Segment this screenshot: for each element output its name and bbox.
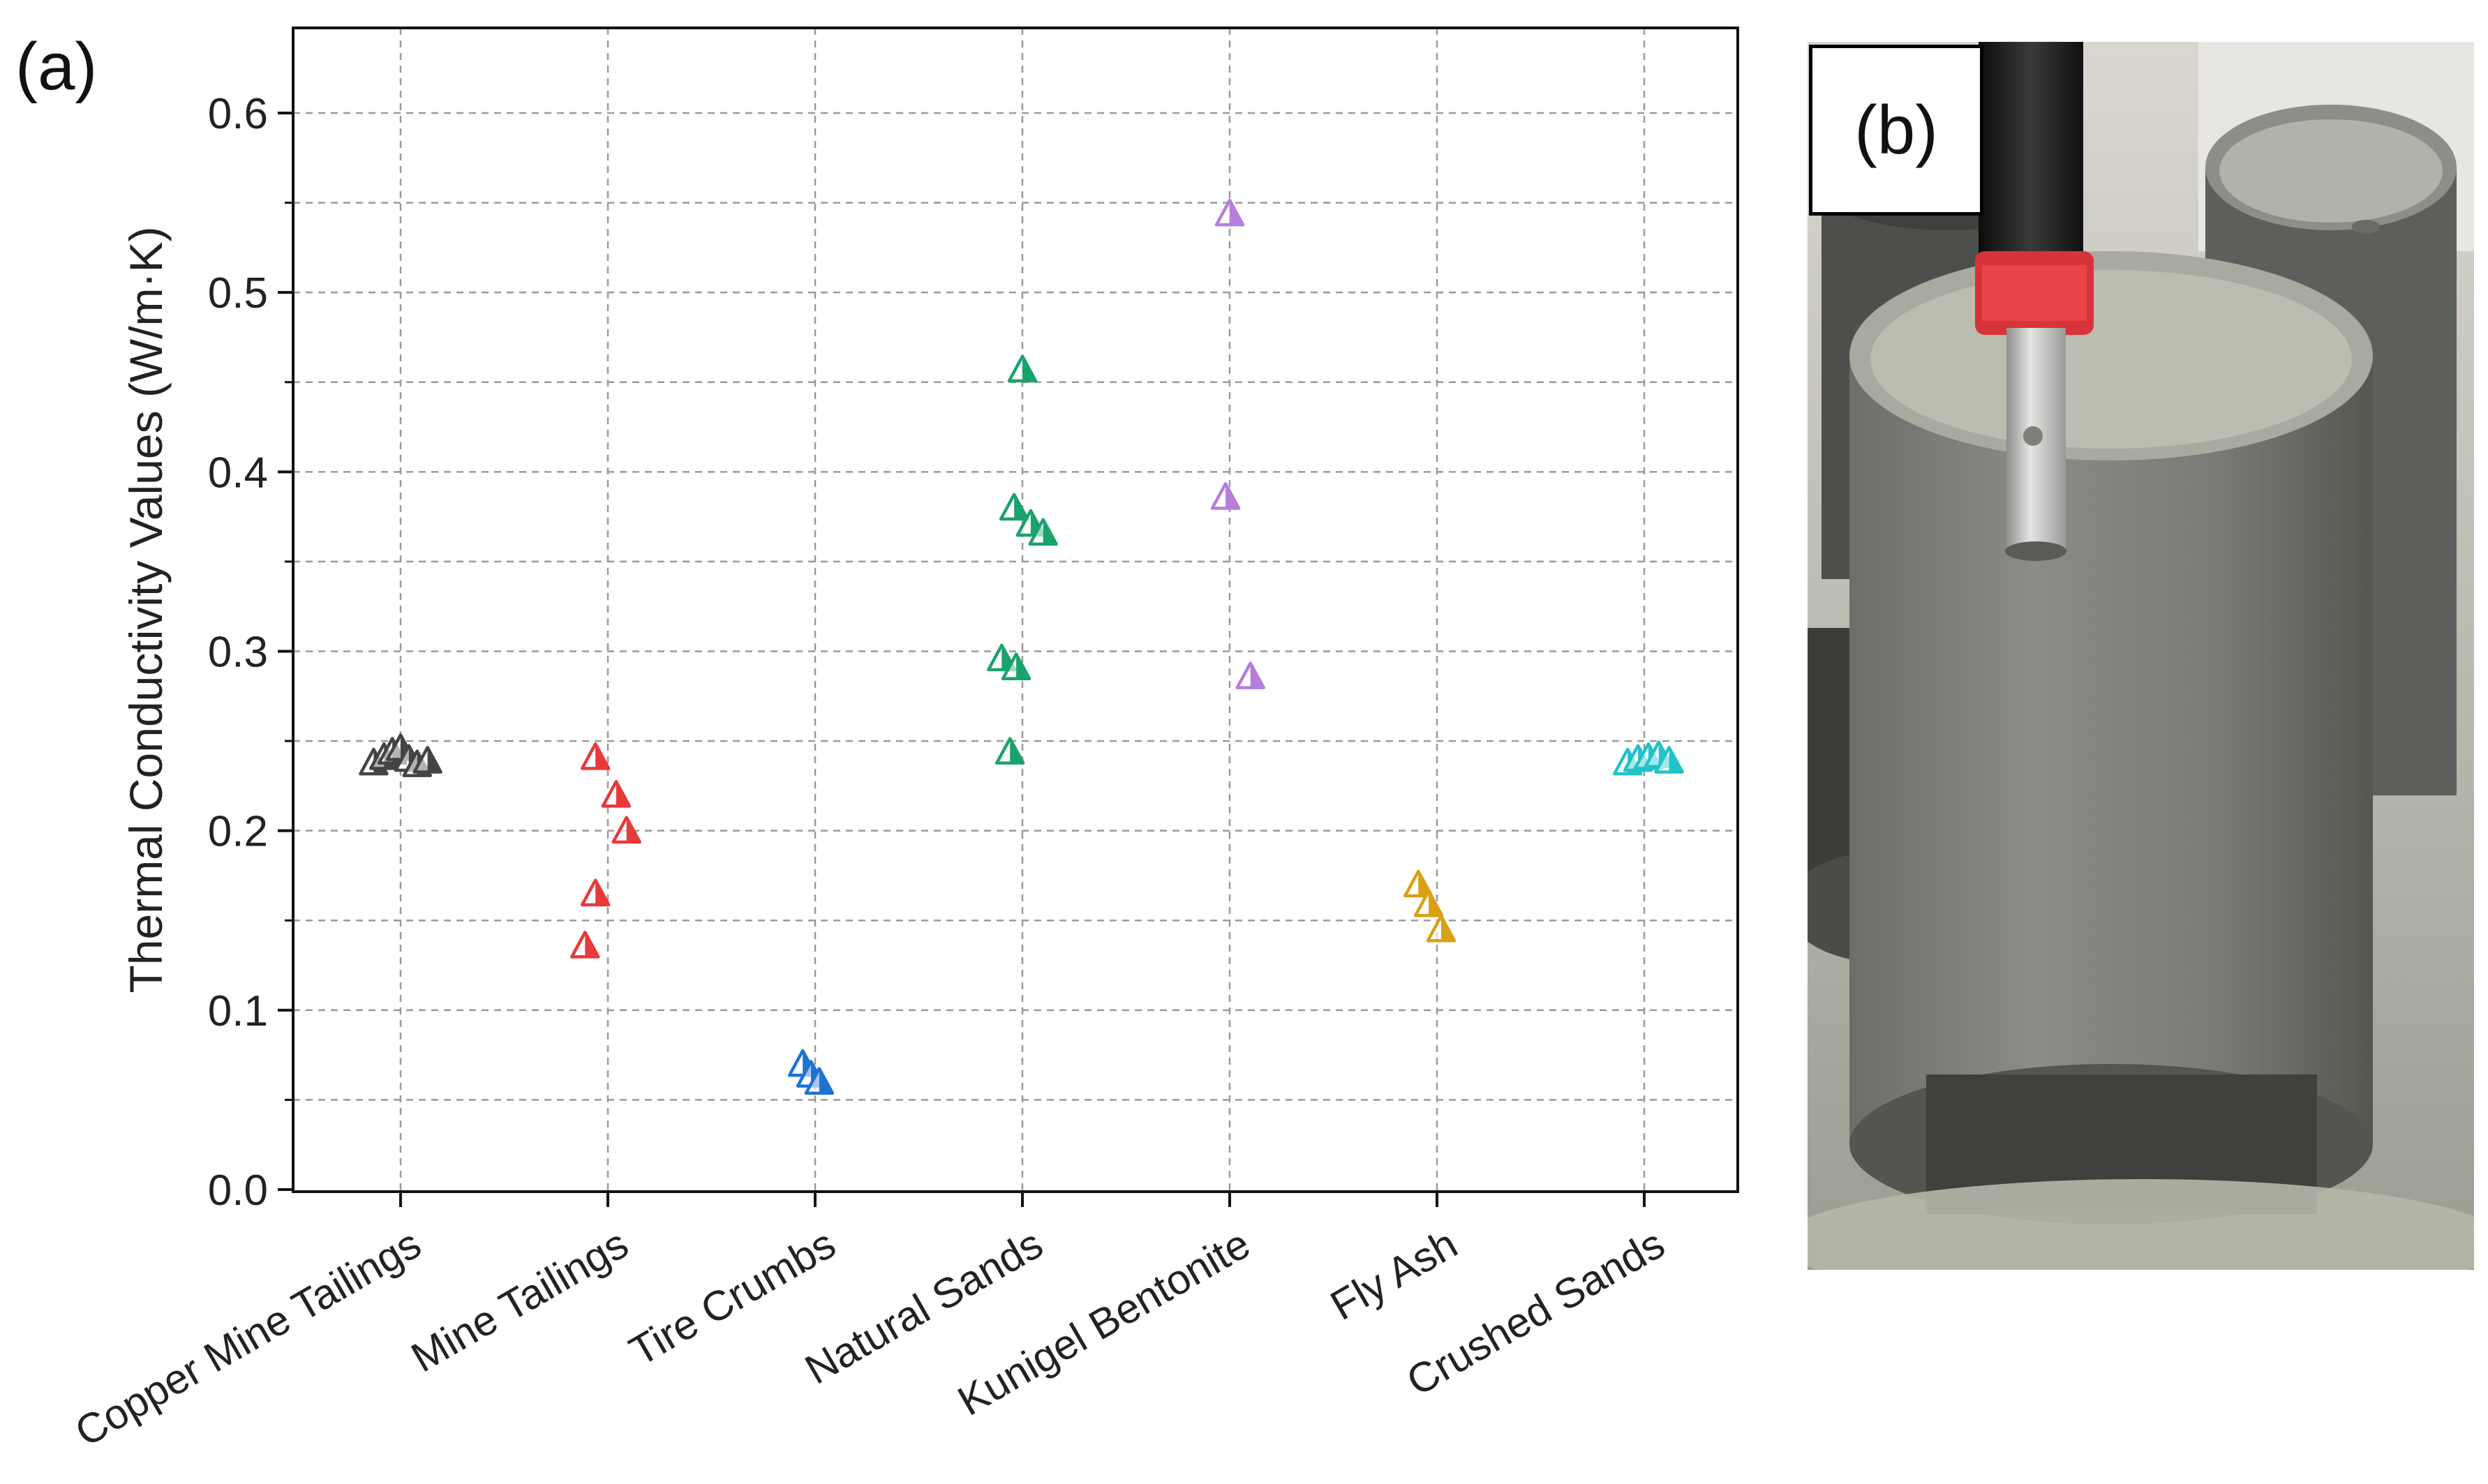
- data-point: [1426, 914, 1457, 943]
- y-tick-label: 0.0: [208, 1167, 268, 1215]
- data-point: [1654, 746, 1684, 774]
- grid-lines: [293, 28, 1738, 1192]
- y-tick-label: 0.3: [208, 629, 268, 677]
- data-point: [601, 779, 632, 808]
- data-point: [1413, 889, 1444, 917]
- y-axis-title: Thermal Conductivity Values (W/m·K): [120, 226, 172, 993]
- plot-frame: [292, 27, 1739, 1193]
- x-tick-label: Copper Mine Tailings: [67, 1220, 429, 1456]
- data-point: [570, 931, 600, 959]
- y-tick-label: 0.1: [208, 987, 268, 1035]
- y-axis: 0.0 0.1 0.2 0.3 0.4 0.5 0.6: [208, 90, 293, 1215]
- data-point: [995, 737, 1025, 765]
- data-point: [412, 746, 442, 774]
- data-point: [611, 816, 641, 844]
- x-tick-label: Mine Tailings: [403, 1220, 636, 1381]
- y-tick-label: 0.5: [208, 269, 268, 317]
- data-point: [1028, 518, 1058, 546]
- data-point: [1210, 482, 1241, 510]
- data-point: [1214, 198, 1245, 227]
- scatter-chart: (a) 0.0 0.1 0.2 0.3 0.4 0.5 0.6 Copper Mine Ta…: [15, 27, 1739, 1455]
- sample-photo: [1808, 42, 2474, 1270]
- y-tick-label: 0.6: [208, 90, 268, 138]
- x-tick-label: Fly Ash: [1323, 1220, 1465, 1329]
- data-point: [804, 1067, 835, 1095]
- y-tick-label: 0.4: [208, 449, 268, 497]
- data-point: [1235, 661, 1265, 689]
- data-point: [999, 493, 1029, 521]
- panel-a-label: (a): [15, 29, 97, 104]
- data-point: [580, 878, 611, 907]
- data-points: [359, 198, 1684, 1095]
- panel-b-label: (b): [1809, 45, 1983, 216]
- data-point: [1007, 354, 1038, 383]
- y-tick-label: 0.2: [208, 808, 268, 856]
- probe-in-sample-illustration: [1808, 42, 2474, 1270]
- data-point: [1001, 652, 1031, 681]
- data-point: [580, 742, 611, 770]
